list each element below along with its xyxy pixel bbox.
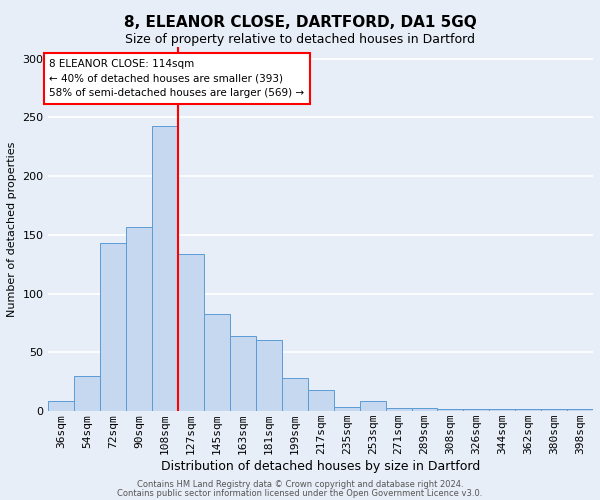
Bar xyxy=(178,254,204,411)
Text: Size of property relative to detached houses in Dartford: Size of property relative to detached ho… xyxy=(125,32,475,46)
Bar xyxy=(204,314,230,411)
Bar xyxy=(515,409,541,411)
Bar xyxy=(412,408,437,411)
Bar xyxy=(230,336,256,411)
Bar xyxy=(567,409,593,411)
Bar xyxy=(49,400,74,411)
Text: Contains HM Land Registry data © Crown copyright and database right 2024.: Contains HM Land Registry data © Crown c… xyxy=(137,480,463,489)
Text: 8 ELEANOR CLOSE: 114sqm
← 40% of detached houses are smaller (393)
58% of semi-d: 8 ELEANOR CLOSE: 114sqm ← 40% of detache… xyxy=(49,58,304,98)
Bar xyxy=(437,409,463,411)
Bar xyxy=(334,406,359,411)
Bar xyxy=(541,409,567,411)
Text: Contains public sector information licensed under the Open Government Licence v3: Contains public sector information licen… xyxy=(118,488,482,498)
Bar xyxy=(463,409,490,411)
Y-axis label: Number of detached properties: Number of detached properties xyxy=(7,142,17,317)
Bar xyxy=(359,400,386,411)
Bar xyxy=(282,378,308,411)
Bar xyxy=(256,340,282,411)
Text: 8, ELEANOR CLOSE, DARTFORD, DA1 5GQ: 8, ELEANOR CLOSE, DARTFORD, DA1 5GQ xyxy=(124,15,476,30)
Bar xyxy=(126,226,152,411)
Bar xyxy=(100,243,126,411)
Bar xyxy=(490,409,515,411)
X-axis label: Distribution of detached houses by size in Dartford: Distribution of detached houses by size … xyxy=(161,460,481,473)
Bar xyxy=(74,376,100,411)
Bar xyxy=(152,126,178,411)
Bar xyxy=(308,390,334,411)
Bar xyxy=(386,408,412,411)
